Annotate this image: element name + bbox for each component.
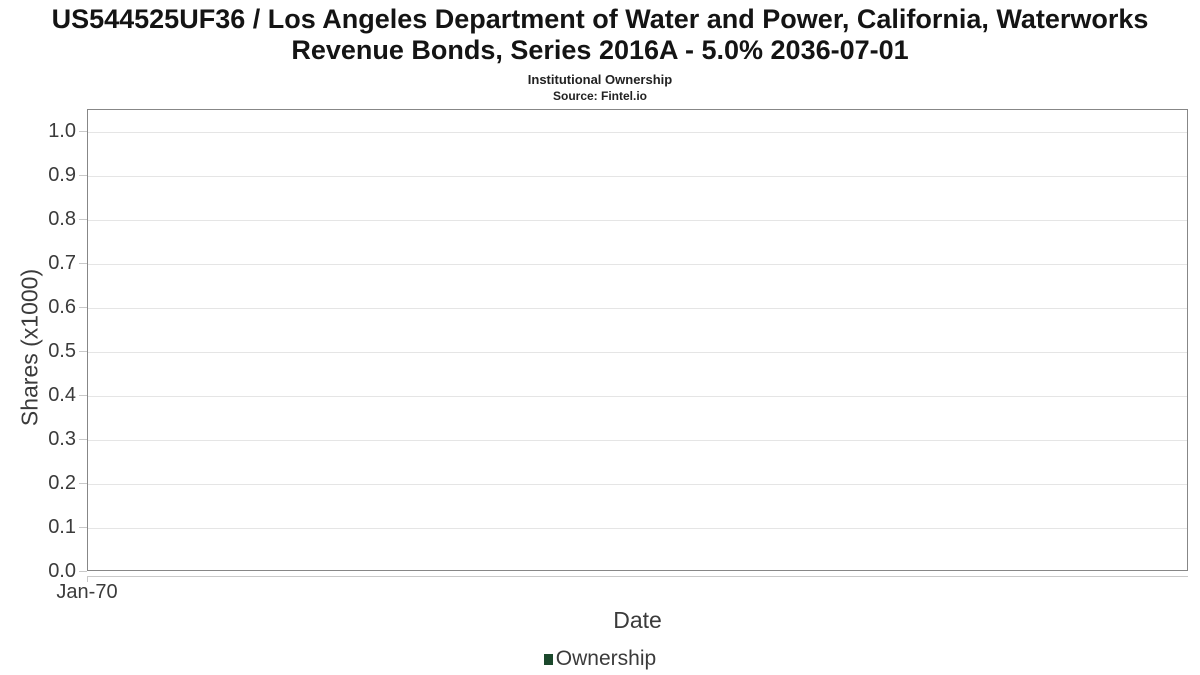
gridline: [88, 352, 1187, 353]
y-tick-label: 0.0: [48, 560, 76, 582]
gridline: [88, 484, 1187, 485]
plot-area: [87, 109, 1188, 571]
y-tick-label: 0.8: [48, 208, 76, 230]
chart-title: US544525UF36 / Los Angeles Department of…: [51, 4, 1149, 66]
y-tick-mark: [79, 131, 87, 132]
y-tick-label: 0.2: [48, 472, 76, 494]
y-tick-label: 0.6: [48, 296, 76, 318]
legend: Ownership: [0, 647, 1200, 671]
y-tick-mark: [79, 439, 87, 440]
legend-swatch-icon: [543, 653, 553, 665]
y-tick-mark: [79, 571, 87, 572]
y-tick-label: 0.5: [48, 340, 76, 362]
gridline: [88, 132, 1187, 133]
gridline: [88, 264, 1187, 265]
legend-series-label: Ownership: [555, 647, 657, 670]
y-tick-mark: [79, 219, 87, 220]
y-tick-label: 0.4: [48, 384, 76, 406]
y-tick-label: 0.9: [48, 164, 76, 186]
chart-source: Source: Fintel.io: [552, 89, 647, 104]
y-tick-label: 0.1: [48, 516, 76, 538]
y-tick-label: 1.0: [48, 120, 76, 142]
y-tick-label: 0.3: [48, 428, 76, 450]
y-tick-mark: [79, 395, 87, 396]
x-tick-mark: [87, 576, 88, 582]
y-tick-mark: [79, 351, 87, 352]
gridline: [88, 440, 1187, 441]
chart-subtitle: Institutional Ownership: [527, 72, 673, 88]
y-axis-title: Shares (x1000): [16, 268, 43, 427]
gridline: [88, 176, 1187, 177]
y-tick-mark: [79, 175, 87, 176]
y-tick-mark: [79, 527, 87, 528]
x-axis-line: [87, 576, 1188, 577]
x-tick-label: Jan-70: [56, 581, 118, 603]
y-tick-mark: [79, 263, 87, 264]
gridline: [88, 396, 1187, 397]
chart-header: US544525UF36 / Los Angeles Department of…: [0, 4, 1200, 103]
x-axis-title: Date: [613, 607, 662, 633]
gridline: [88, 308, 1187, 309]
gridline: [88, 528, 1187, 529]
y-tick-mark: [79, 483, 87, 484]
y-tick-label: 0.7: [48, 252, 76, 274]
y-tick-mark: [79, 307, 87, 308]
gridline: [88, 220, 1187, 221]
